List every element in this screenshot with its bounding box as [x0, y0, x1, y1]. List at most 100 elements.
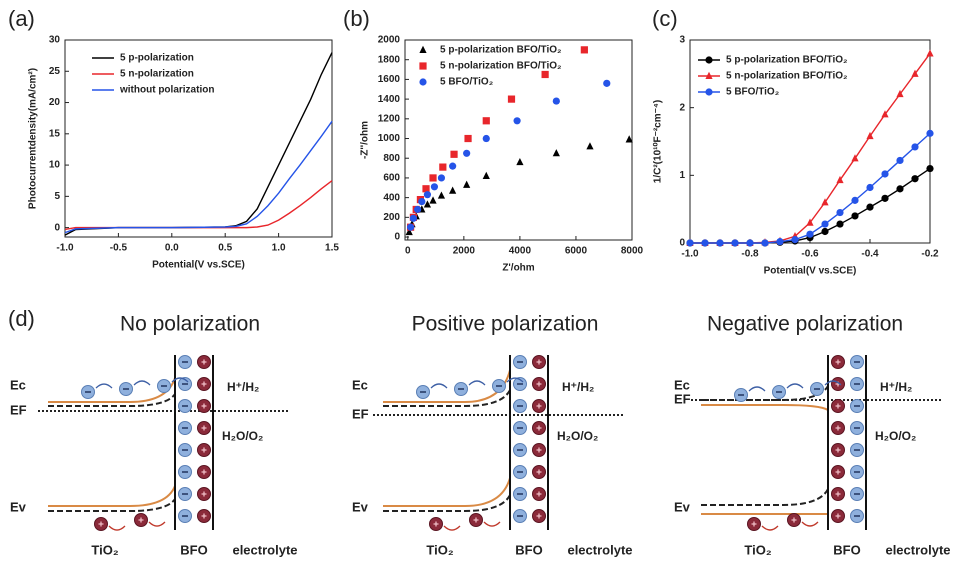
legend-label: 5 p-polarization — [120, 53, 194, 64]
plot-frame — [404, 39, 633, 241]
legend-marker — [705, 56, 713, 64]
redox-label: H₂O/O₂ — [557, 429, 598, 443]
marker — [405, 227, 413, 236]
transfer-arrow — [108, 525, 126, 531]
band-line — [48, 485, 176, 507]
series-line — [690, 53, 931, 244]
marker — [731, 239, 739, 247]
marker — [552, 97, 560, 105]
marker — [881, 110, 889, 118]
marker — [449, 186, 457, 194]
level-label: EF — [10, 402, 27, 417]
marker — [422, 185, 430, 193]
band-line — [48, 498, 176, 512]
marker — [716, 239, 724, 247]
marker — [429, 196, 437, 204]
marker — [821, 198, 829, 206]
y-axis-label: -Z''/ohm — [360, 121, 371, 159]
marker — [407, 223, 415, 231]
x-tick-label: 0.0 — [165, 243, 179, 254]
marker — [409, 214, 418, 222]
redox-label: H₂O/O₂ — [875, 429, 916, 443]
redox-label: H₂O/O₂ — [222, 429, 263, 443]
x-tick-label: 8000 — [621, 246, 644, 257]
series-line — [64, 52, 333, 236]
marker — [516, 157, 524, 166]
marker — [866, 203, 874, 211]
transfer-arrow — [171, 377, 189, 383]
marker — [463, 180, 471, 188]
level-label: Ec — [674, 377, 690, 392]
marker — [423, 200, 432, 208]
legend-label: 5 n-polarization — [120, 69, 194, 80]
marker — [541, 70, 549, 79]
y-axis-label: Photocurrentdensity(mA/cm²) — [28, 68, 39, 209]
region-label: BFO — [833, 542, 860, 557]
marker — [580, 46, 588, 54]
legend-marker — [705, 71, 713, 79]
y-tick-label: 30 — [49, 35, 61, 46]
plot-frame — [64, 39, 333, 238]
series-line — [690, 132, 931, 244]
level-label: Ev — [352, 499, 369, 514]
y-tick-label: 25 — [49, 66, 61, 77]
marker — [911, 143, 919, 151]
marker — [507, 95, 516, 103]
marker — [851, 212, 859, 220]
band-line — [383, 494, 511, 512]
y-tick-label: 800 — [383, 153, 400, 164]
marker — [414, 205, 422, 214]
region-label: TiO₂ — [426, 542, 453, 557]
marker — [463, 149, 471, 157]
transfer-arrow — [801, 521, 819, 527]
x-axis-label: Potential(V vs.SCE) — [764, 266, 857, 277]
panel-label: (c) — [652, 6, 678, 31]
marker — [911, 175, 919, 183]
band-line — [701, 404, 829, 411]
marker — [439, 163, 447, 171]
region-label: electrolyte — [232, 542, 297, 557]
marker — [746, 239, 754, 247]
y-tick-label: 1200 — [378, 113, 401, 124]
x-tick-label: 0.5 — [218, 243, 232, 254]
marker — [866, 131, 874, 140]
panel-label: (d) — [8, 306, 35, 331]
y-tick-label: 3 — [679, 35, 685, 46]
transfer-arrow — [443, 525, 461, 531]
marker — [926, 49, 934, 57]
x-tick-label: -0.8 — [741, 249, 759, 260]
marker — [449, 162, 457, 170]
x-tick-label: -0.4 — [861, 249, 879, 260]
x-tick-label: 1.5 — [325, 243, 339, 254]
marker — [866, 183, 874, 192]
y-tick-label: 1400 — [378, 94, 401, 105]
x-tick-label: -0.6 — [801, 249, 819, 260]
redox-label: H⁺/H₂ — [880, 380, 912, 394]
diagram-title: Negative polarization — [707, 313, 903, 336]
region-label: TiO₂ — [91, 542, 118, 557]
band-line — [383, 477, 511, 507]
marker — [806, 218, 814, 226]
diagram-title: Positive polarization — [412, 313, 599, 336]
transfer-arrow — [430, 383, 448, 389]
y-tick-label: 2 — [679, 102, 685, 113]
region-label: electrolyte — [885, 542, 950, 557]
band-line — [701, 488, 829, 506]
level-label: Ec — [352, 377, 368, 392]
marker — [437, 174, 446, 182]
x-tick-label: 2000 — [453, 246, 476, 257]
marker — [911, 69, 919, 77]
x-tick-label: -1.0 — [56, 243, 74, 254]
y-tick-label: 0 — [679, 238, 685, 249]
x-tick-label: 6000 — [565, 246, 588, 257]
x-tick-label: -1.0 — [681, 249, 699, 260]
marker — [896, 185, 904, 193]
y-tick-label: 400 — [383, 192, 400, 203]
band-line — [48, 393, 176, 407]
y-tick-label: 600 — [383, 173, 400, 184]
y-tick-label: 10 — [49, 160, 61, 171]
band-line — [383, 389, 511, 407]
transfer-arrow — [761, 525, 779, 531]
transfer-arrow — [506, 377, 524, 383]
